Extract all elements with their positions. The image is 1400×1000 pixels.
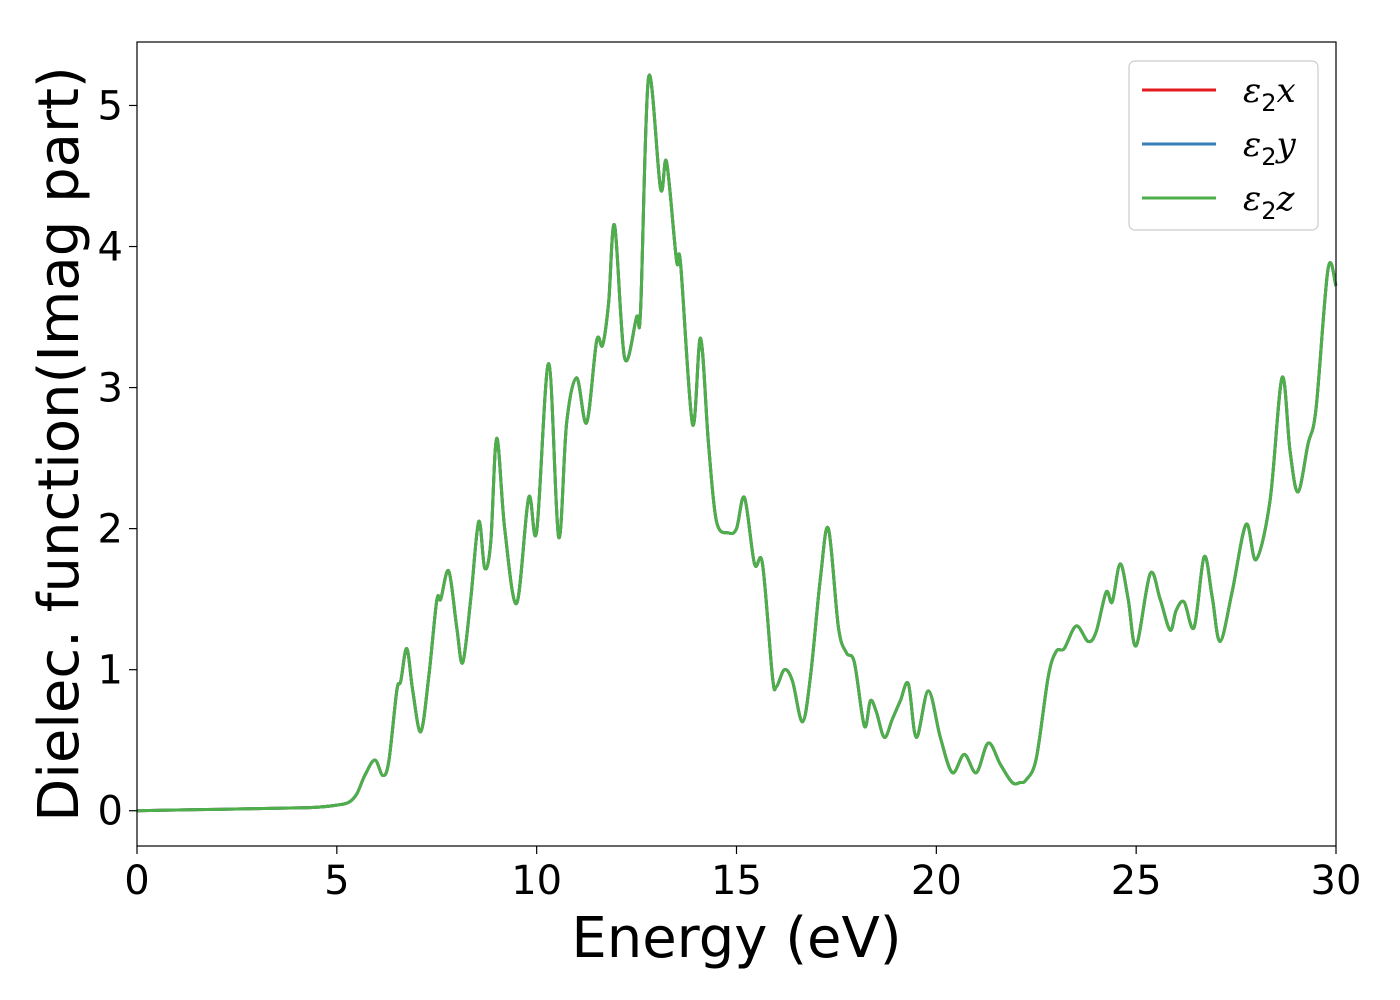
legend-symbol: ε bbox=[1243, 125, 1261, 165]
y-tick-label: 5 bbox=[98, 83, 123, 129]
y-tick-label: 2 bbox=[98, 507, 123, 553]
legend-subscript: 2 bbox=[1261, 197, 1276, 225]
y-axis-ticks: 0 1 2 3 4 5 bbox=[98, 83, 137, 835]
legend-subscript: 2 bbox=[1261, 89, 1276, 117]
legend-component: y bbox=[1275, 125, 1297, 165]
legend-symbol: ε bbox=[1243, 179, 1261, 219]
legend-label-z: ε2z bbox=[1243, 179, 1296, 225]
legend-box bbox=[1128, 60, 1319, 231]
legend-label-y: ε2y bbox=[1243, 125, 1297, 171]
x-tick-label: 0 bbox=[124, 858, 149, 904]
x-tick-label: 5 bbox=[324, 858, 349, 904]
x-axis-label: Energy (eV) bbox=[571, 906, 901, 971]
series-lines bbox=[136, 73, 1338, 813]
x-tick-label: 30 bbox=[1311, 858, 1362, 904]
y-tick-label: 3 bbox=[98, 366, 123, 412]
y-tick-label: 4 bbox=[98, 225, 123, 271]
legend-component: x bbox=[1277, 71, 1296, 111]
legend-component: z bbox=[1276, 179, 1296, 219]
y-axis-label: Dielec. function(Imag part) bbox=[27, 66, 92, 822]
y-tick-label: 0 bbox=[98, 789, 123, 835]
legend-subscript: 2 bbox=[1261, 143, 1276, 171]
legend-label-x: ε2x bbox=[1243, 71, 1296, 117]
x-axis-ticks: 0 5 10 15 20 25 30 bbox=[124, 846, 1361, 904]
x-tick-label: 15 bbox=[711, 858, 762, 904]
y-tick-label: 1 bbox=[98, 648, 123, 694]
x-tick-label: 25 bbox=[1111, 858, 1162, 904]
x-tick-label: 20 bbox=[911, 858, 962, 904]
x-tick-label: 10 bbox=[511, 858, 562, 904]
series-line-z bbox=[136, 73, 1338, 813]
legend-symbol: ε bbox=[1243, 71, 1261, 111]
